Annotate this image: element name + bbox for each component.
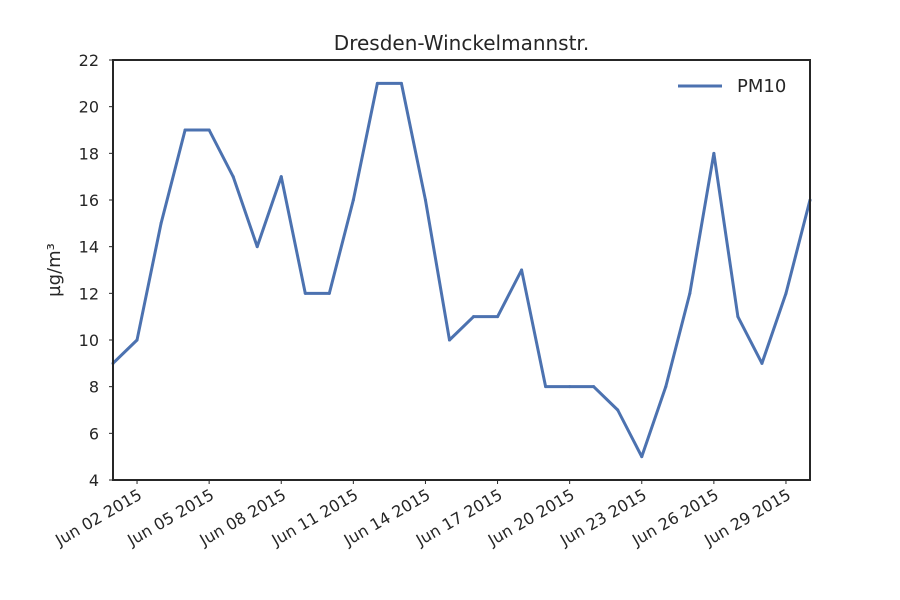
y-axis-label: µg/m³ [44, 243, 65, 297]
y-tick-label: 4 [89, 471, 99, 490]
y-tick-label: 14 [79, 238, 99, 257]
series-layer [111, 81, 812, 459]
data-point [231, 175, 235, 179]
data-point [399, 81, 403, 85]
data-point [712, 151, 716, 155]
data-point [784, 291, 788, 295]
data-point [351, 198, 355, 202]
series-line-pm10 [111, 81, 812, 459]
data-point [760, 361, 764, 365]
plot-area [113, 60, 810, 480]
data-point [327, 291, 331, 295]
y-tick-label: 8 [89, 378, 99, 397]
data-point [207, 128, 211, 132]
data-point [183, 128, 187, 132]
data-point [568, 385, 572, 389]
data-point [664, 385, 668, 389]
data-point [592, 385, 596, 389]
data-point [472, 315, 476, 319]
legend: PM10 [678, 76, 786, 97]
data-point [640, 455, 644, 459]
y-tick-label: 10 [79, 331, 99, 350]
legend-label-pm10: PM10 [737, 76, 786, 97]
y-tick-label: 22 [79, 51, 99, 70]
y-tick-label: 12 [79, 284, 99, 303]
data-point [544, 385, 548, 389]
data-point [423, 198, 427, 202]
data-point [736, 315, 740, 319]
y-tick-label: 16 [79, 191, 99, 210]
y-tick-label: 18 [79, 144, 99, 163]
plot-frame [112, 59, 811, 481]
plot-background [113, 60, 810, 480]
y-axis: 4 6 8 10 12 14 16 18 20 22 [79, 51, 113, 490]
data-point [688, 291, 692, 295]
y-tick-label: 20 [79, 98, 99, 117]
data-point [255, 245, 259, 249]
data-point [279, 175, 283, 179]
chart-title: Dresden-Winckelmannstr. [334, 31, 589, 55]
data-point [496, 315, 500, 319]
data-point [375, 81, 379, 85]
data-point [159, 221, 163, 225]
data-point [520, 268, 524, 272]
y-tick-label: 6 [89, 424, 99, 443]
data-point [135, 338, 139, 342]
data-point [303, 291, 307, 295]
data-point [447, 338, 451, 342]
data-point [616, 408, 620, 412]
